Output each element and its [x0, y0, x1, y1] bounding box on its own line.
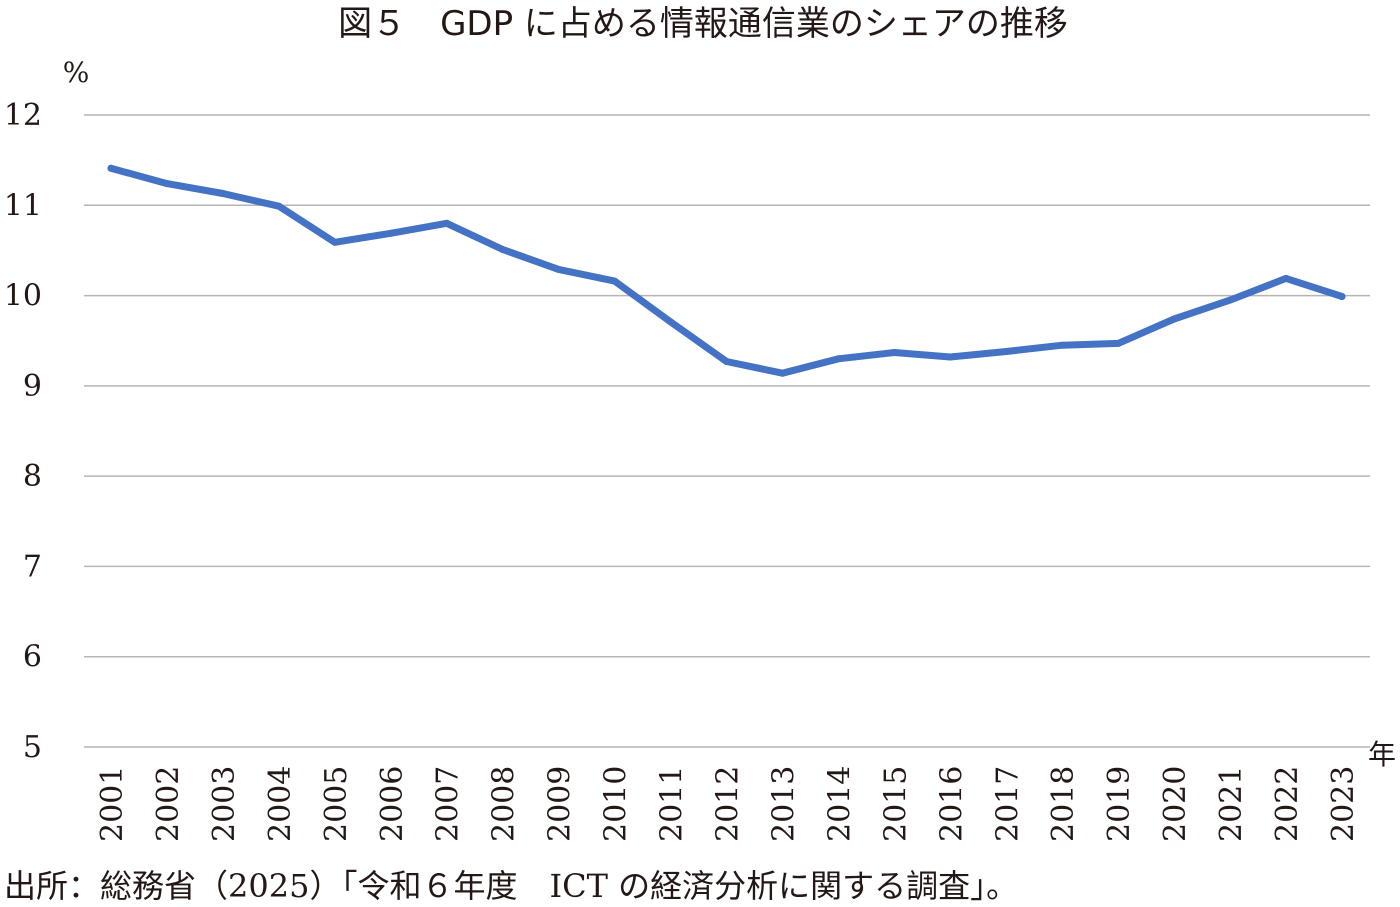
x-tick-label: 2020	[1158, 766, 1193, 842]
x-tick-label: 2013	[766, 766, 801, 842]
y-tick-label: 12	[4, 98, 42, 133]
data-point-2016	[946, 353, 954, 361]
source-note: 出所：総務省（2025）「令和６年度 ICT の経済分析に関する調査」。	[4, 867, 1018, 905]
x-tick-label: 2016	[934, 766, 969, 842]
x-tick-label: 2012	[711, 766, 746, 842]
data-point-2013	[778, 369, 786, 377]
x-tick-label: 2023	[1326, 766, 1361, 842]
series-line-0	[107, 164, 1346, 377]
gridlines	[84, 114, 1370, 748]
y-tick-label: 11	[4, 188, 42, 223]
y-tick-label: 8	[23, 459, 42, 494]
data-point-2008	[499, 246, 507, 254]
x-tick-label: 2011	[655, 766, 690, 842]
x-tick-label: 2008	[487, 766, 522, 842]
x-tick-label: 2003	[207, 766, 242, 842]
data-point-2007	[443, 219, 451, 227]
data-point-2018	[1058, 341, 1066, 349]
data-point-2003	[219, 190, 227, 198]
data-point-2010	[611, 277, 619, 285]
y-tick-label: 5	[23, 730, 42, 765]
data-point-2014	[834, 355, 842, 363]
x-axis-ticks: 2001 2002 2003 2004 2005 2006 2007 2008 2009 2010…	[95, 766, 1361, 842]
data-point-2009	[555, 265, 563, 273]
x-tick-label: 2015	[878, 766, 913, 842]
x-tick-label: 2002	[151, 766, 186, 842]
data-point-2011	[667, 318, 675, 326]
data-point-2001	[107, 164, 115, 172]
x-tick-label: 2009	[543, 766, 578, 842]
data-point-2006	[387, 229, 395, 237]
x-tick-label: 2014	[822, 766, 857, 842]
data-point-2021	[1226, 296, 1234, 304]
y-axis-ticks: 5 6 7 8 9 10 11 12	[4, 98, 42, 765]
data-point-2002	[163, 180, 171, 188]
x-tick-label: 2005	[319, 766, 354, 842]
x-tick-label: 2006	[375, 766, 410, 842]
data-point-2012	[723, 357, 730, 365]
data-point-2015	[890, 348, 898, 356]
x-tick-label: 2004	[263, 766, 298, 842]
y-tick-label: 9	[23, 369, 42, 404]
x-axis-unit-label: 年	[1368, 738, 1396, 771]
data-point-2020	[1170, 315, 1178, 323]
chart-title: 図５ GDP に占める情報通信業のシェアの推移	[338, 4, 1068, 44]
data-point-2017	[1002, 348, 1010, 356]
y-tick-label: 6	[23, 640, 42, 675]
x-tick-label: 2019	[1102, 766, 1137, 842]
data-point-2019	[1114, 339, 1122, 347]
x-tick-label: 2007	[431, 766, 466, 842]
x-tick-label: 2018	[1046, 766, 1081, 842]
x-tick-label: 2010	[599, 766, 634, 842]
x-tick-label: 2017	[990, 766, 1025, 842]
series-group	[107, 164, 1346, 377]
y-tick-label: 10	[4, 279, 42, 314]
data-point-2004	[275, 202, 283, 210]
data-point-2005	[331, 238, 339, 246]
y-axis-unit-label: %	[63, 56, 90, 89]
y-tick-label: 7	[23, 549, 42, 584]
x-tick-label: 2021	[1214, 766, 1249, 842]
x-tick-label: 2001	[95, 766, 130, 842]
data-point-2023	[1338, 292, 1346, 300]
x-tick-label: 2022	[1270, 766, 1305, 842]
data-point-2022	[1282, 274, 1290, 282]
